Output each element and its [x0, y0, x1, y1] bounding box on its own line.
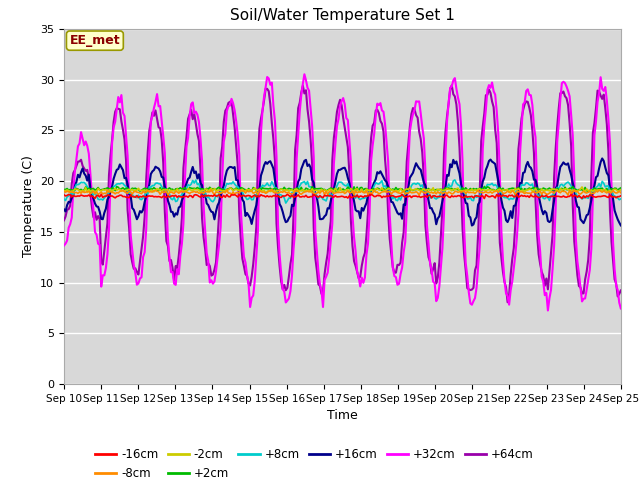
-16cm: [60, 192, 68, 198]
Title: Soil/Water Temperature Set 1: Soil/Water Temperature Set 1: [230, 9, 455, 24]
+32cm: [589, 194, 596, 200]
+2cm: [129, 185, 136, 191]
+2cm: [589, 187, 596, 193]
+64cm: [254, 157, 262, 163]
Line: -2cm: -2cm: [64, 187, 621, 193]
-16cm: [284, 192, 291, 197]
+64cm: [589, 130, 596, 136]
+8cm: [129, 192, 136, 197]
Line: +32cm: +32cm: [64, 74, 621, 311]
+2cm: [60, 187, 68, 192]
Line: -8cm: -8cm: [64, 190, 621, 195]
+2cm: [254, 188, 262, 193]
+32cm: [301, 72, 308, 77]
+32cm: [305, 88, 313, 94]
-16cm: [589, 194, 596, 200]
+2cm: [617, 185, 625, 191]
+64cm: [303, 107, 311, 112]
-2cm: [262, 190, 269, 196]
-8cm: [268, 187, 276, 192]
+64cm: [448, 83, 456, 88]
+32cm: [60, 242, 68, 248]
-8cm: [226, 190, 234, 196]
+32cm: [254, 229, 262, 235]
+32cm: [226, 103, 234, 108]
+16cm: [598, 156, 606, 161]
+8cm: [244, 196, 252, 202]
+2cm: [303, 186, 311, 192]
+2cm: [226, 185, 234, 191]
+8cm: [60, 196, 68, 202]
-8cm: [244, 189, 252, 194]
+16cm: [60, 206, 68, 212]
-2cm: [226, 185, 234, 191]
-2cm: [578, 184, 586, 190]
-16cm: [226, 194, 234, 200]
-8cm: [254, 192, 262, 198]
Y-axis label: Temperature (C): Temperature (C): [22, 156, 35, 257]
-2cm: [617, 187, 625, 192]
-16cm: [129, 194, 136, 200]
+64cm: [60, 217, 68, 223]
+8cm: [617, 196, 625, 202]
+16cm: [617, 223, 625, 228]
-2cm: [589, 189, 596, 194]
+32cm: [617, 306, 625, 312]
+2cm: [244, 186, 252, 192]
Line: +64cm: +64cm: [64, 85, 621, 302]
+8cm: [451, 177, 459, 183]
Text: EE_met: EE_met: [70, 34, 120, 47]
+16cm: [226, 164, 234, 170]
+16cm: [244, 213, 252, 218]
-16cm: [305, 194, 313, 200]
+64cm: [129, 260, 136, 265]
-2cm: [305, 187, 313, 193]
+64cm: [617, 288, 625, 293]
Line: +16cm: +16cm: [64, 158, 621, 226]
+8cm: [305, 184, 313, 190]
-16cm: [254, 193, 262, 199]
+16cm: [129, 205, 136, 211]
-8cm: [617, 190, 625, 196]
+32cm: [129, 247, 136, 253]
+16cm: [588, 197, 595, 203]
-16cm: [244, 192, 252, 198]
Line: +2cm: +2cm: [64, 186, 621, 192]
+32cm: [544, 308, 552, 313]
-2cm: [244, 187, 252, 193]
-8cm: [129, 191, 136, 197]
-8cm: [305, 189, 313, 195]
+8cm: [589, 186, 596, 192]
+8cm: [282, 200, 290, 206]
-8cm: [415, 192, 423, 198]
+16cm: [303, 163, 311, 169]
+64cm: [226, 99, 234, 105]
+8cm: [254, 190, 262, 195]
+2cm: [481, 183, 488, 189]
+16cm: [468, 223, 476, 228]
Line: -16cm: -16cm: [64, 194, 621, 199]
-2cm: [60, 188, 68, 193]
-16cm: [481, 196, 488, 202]
X-axis label: Time: Time: [327, 409, 358, 422]
+64cm: [504, 300, 511, 305]
-2cm: [254, 188, 262, 193]
-8cm: [589, 191, 596, 196]
+2cm: [584, 189, 592, 195]
+8cm: [226, 180, 234, 186]
+16cm: [254, 191, 262, 196]
-16cm: [617, 193, 625, 199]
Line: +8cm: +8cm: [64, 180, 621, 203]
Legend: -16cm, -8cm, -2cm, +2cm, +8cm, +16cm, +32cm, +64cm: -16cm, -8cm, -2cm, +2cm, +8cm, +16cm, +3…: [90, 444, 539, 480]
-2cm: [129, 187, 136, 192]
+64cm: [244, 281, 252, 287]
-8cm: [60, 189, 68, 194]
+32cm: [244, 281, 252, 287]
